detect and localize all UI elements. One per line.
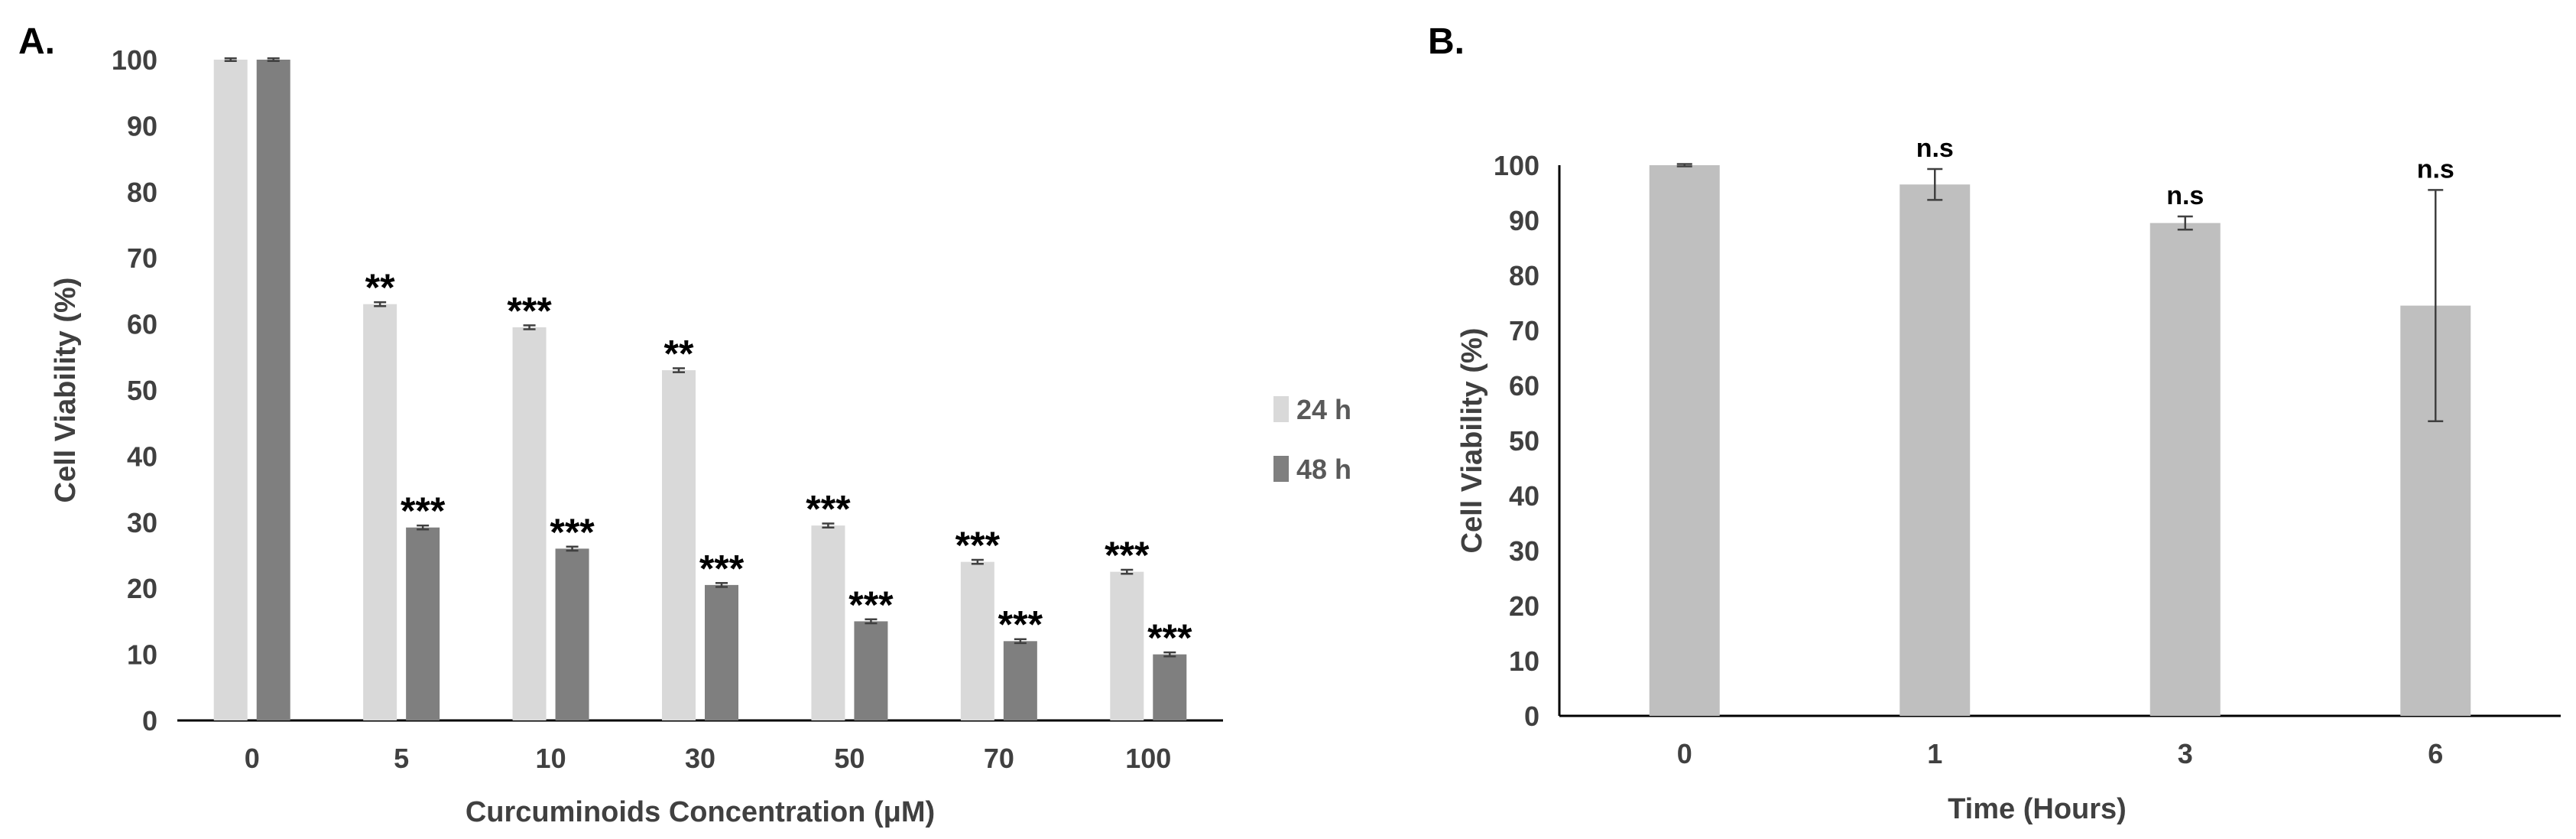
chart-a-significance-48-h-100: ***	[1147, 616, 1192, 659]
chart-a-bar-48-h-0	[256, 60, 290, 720]
chart-b-y-tick-90: 90	[1509, 205, 1539, 236]
chart-a-y-axis-title: Cell Viability (%)	[50, 278, 82, 503]
chart-a-significance-48-h-10: ***	[550, 511, 595, 554]
chart-a-bar-48-h-5	[406, 527, 440, 720]
chart-b-significance-3h: n.s	[2166, 181, 2204, 210]
chart-b-bar-0h	[1649, 165, 1720, 716]
chart-b-x-axis-title: Time (Hours)	[1948, 793, 2127, 825]
chart-a-bar-24-h-10	[512, 327, 547, 720]
legend-label-48h: 48 h	[1296, 454, 1351, 485]
chart-a-bar-48-h-100	[1153, 654, 1187, 720]
chart-a-significance-24-h-5: **	[365, 266, 395, 309]
panel-a-label: A.	[18, 21, 55, 62]
chart-b-y-tick-30: 30	[1509, 535, 1539, 567]
chart-a-significance-48-h-30: ***	[699, 547, 745, 590]
chart-a-x-tick-30: 30	[685, 743, 715, 774]
chart-a-bar-48-h-50	[854, 621, 888, 720]
chart-a-significance-24-h-30: **	[664, 332, 694, 375]
chart-a-y-tick-80: 80	[127, 177, 157, 208]
chart-a-y-tick-60: 60	[127, 309, 157, 340]
chart-b-significance-6h: n.s	[2417, 154, 2454, 184]
chart-b-significance-1h: n.s	[1916, 134, 1954, 163]
chart-a-x-tick-5: 5	[394, 743, 409, 774]
chart-a-significance-24-h-50: ***	[806, 488, 851, 531]
chart-a-bar-24-h-0	[213, 60, 248, 720]
chart-b-y-tick-60: 60	[1509, 370, 1539, 402]
chart-a-significance-24-h-10: ***	[507, 289, 552, 332]
chart-b-y-tick-20: 20	[1509, 590, 1539, 622]
chart-b-y-tick-10: 10	[1509, 646, 1539, 677]
panel-b-label: B.	[1428, 21, 1465, 62]
chart-a-x-tick-0: 0	[245, 743, 260, 774]
chart-a-legend: 24 h 48 h	[1273, 394, 1351, 485]
chart-a-y-tick-40: 40	[127, 441, 157, 472]
chart-a-y-tick-0: 0	[142, 705, 157, 737]
legend-swatch-48h	[1273, 456, 1289, 482]
chart-b-bar-1h	[1900, 184, 1971, 716]
chart-b-y-tick-50: 50	[1509, 425, 1539, 457]
chart-b-bar-3h	[2149, 223, 2221, 717]
chart-a-bar-48-h-10	[555, 548, 589, 720]
legend-swatch-24h	[1273, 396, 1289, 422]
chart-b-y-tick-0: 0	[1524, 701, 1539, 732]
chart-a-y-tick-20: 20	[127, 573, 157, 604]
chart-a-bar-24-h-100	[1110, 571, 1144, 720]
chart-a-bar-48-h-70	[1003, 641, 1037, 720]
chart-a-x-tick-70: 70	[984, 743, 1014, 774]
chart-b-y-tick-80: 80	[1509, 260, 1539, 291]
chart-a-significance-48-h-5: ***	[401, 489, 446, 532]
chart-a-y-tick-90: 90	[127, 110, 157, 141]
chart-b-x-tick-0: 0	[1677, 738, 1692, 769]
chart-a-x-tick-10: 10	[536, 743, 566, 774]
chart-b-x-tick-3: 3	[2178, 738, 2193, 769]
chart-a-significance-48-h-70: ***	[998, 603, 1043, 646]
chart-a-y-tick-50: 50	[127, 375, 157, 406]
chart-a-cell-viability-vs-concentration: Cell Viability (%) Curcuminoids Concentr…	[50, 44, 1351, 828]
chart-a-y-tick-30: 30	[127, 507, 157, 538]
chart-b-cell-viability-vs-time: Cell Viability (%) Time (Hours) 01020304…	[1456, 134, 2561, 825]
chart-b-y-tick-40: 40	[1509, 480, 1539, 512]
chart-a-y-tick-70: 70	[127, 242, 157, 274]
chart-b-y-tick-70: 70	[1509, 315, 1539, 346]
chart-a-y-tick-100: 100	[112, 44, 157, 76]
chart-a-bar-48-h-30	[705, 584, 738, 720]
chart-a-x-axis-title: Curcuminoids Concentration (μM)	[466, 796, 935, 828]
chart-a-bar-24-h-50	[811, 525, 845, 720]
chart-b-y-tick-100: 100	[1494, 150, 1539, 181]
chart-a-bar-24-h-30	[662, 370, 696, 720]
chart-b-x-tick-6: 6	[2428, 738, 2443, 769]
chart-a-bar-24-h-70	[960, 561, 994, 720]
chart-a-y-tick-10: 10	[127, 639, 157, 671]
chart-b-y-axis-title: Cell Viability (%)	[1456, 328, 1488, 554]
chart-a-significance-24-h-70: ***	[955, 524, 1001, 567]
chart-a-bar-24-h-5	[363, 304, 397, 720]
chart-b-x-tick-1: 1	[1927, 738, 1942, 769]
chart-a-significance-48-h-50: ***	[848, 584, 894, 626]
chart-a-x-tick-50: 50	[834, 743, 865, 774]
chart-a-significance-24-h-100: ***	[1105, 534, 1150, 577]
legend-label-24h: 24 h	[1296, 394, 1351, 425]
chart-a-x-tick-100: 100	[1125, 743, 1171, 774]
